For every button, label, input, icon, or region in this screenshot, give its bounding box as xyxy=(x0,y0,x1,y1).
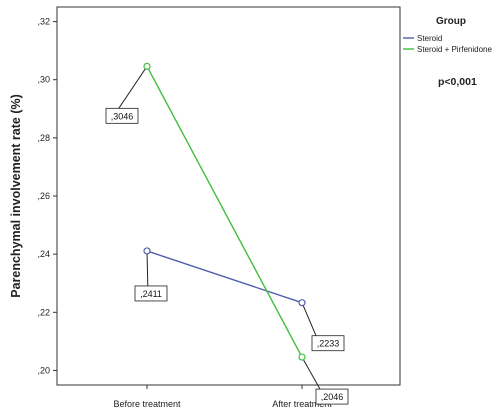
x-axis: Before treatment After treatment xyxy=(113,385,332,409)
data-label-leader xyxy=(301,302,317,336)
y-tick-label: ,30 xyxy=(37,75,50,85)
data-label: ,3046 xyxy=(111,111,134,121)
data-label-box xyxy=(315,388,349,405)
series-line xyxy=(146,250,303,304)
x-tick-label: Before treatment xyxy=(113,399,181,409)
data-label: ,2233 xyxy=(317,339,340,349)
data-label-leader xyxy=(146,250,149,286)
data-label-leader xyxy=(118,66,148,109)
legend-label: Steroid + Pirfenidone xyxy=(417,45,492,54)
p-value-annotation: p<0,001 xyxy=(438,76,477,88)
plot-area xyxy=(56,6,401,386)
legend-label: Steroid xyxy=(417,34,442,43)
y-tick-label: ,20 xyxy=(37,365,50,375)
y-tick-label: ,32 xyxy=(37,17,50,27)
y-tick-label: ,22 xyxy=(37,307,50,317)
data-point xyxy=(298,299,306,307)
data-label: ,2411 xyxy=(140,289,162,299)
data-label-box xyxy=(105,107,139,124)
data-point xyxy=(143,62,151,70)
legend-title: Group xyxy=(436,16,466,27)
x-tick-label: After treatment xyxy=(272,399,332,409)
y-axis: ,20 ,22 ,24 ,26 ,28 ,30 ,32 xyxy=(37,17,57,375)
y-axis-title: Parenchymal involvement rate (%) xyxy=(9,94,23,298)
data-label-box xyxy=(134,285,168,302)
legend: Group Steroid Steroid + Pirfenidone xyxy=(403,16,492,54)
y-tick-label: ,26 xyxy=(37,191,50,201)
data-point xyxy=(298,353,306,361)
y-tick-label: ,24 xyxy=(37,249,50,259)
series-layer: ,2411 ,2233 ,3046 ,2046 xyxy=(105,62,349,405)
data-label-box xyxy=(311,335,345,352)
y-tick-label: ,28 xyxy=(37,133,50,143)
data-label: ,2046 xyxy=(321,392,344,402)
data-label-leader xyxy=(301,356,321,390)
series-line xyxy=(146,65,303,358)
data-point xyxy=(143,247,151,255)
